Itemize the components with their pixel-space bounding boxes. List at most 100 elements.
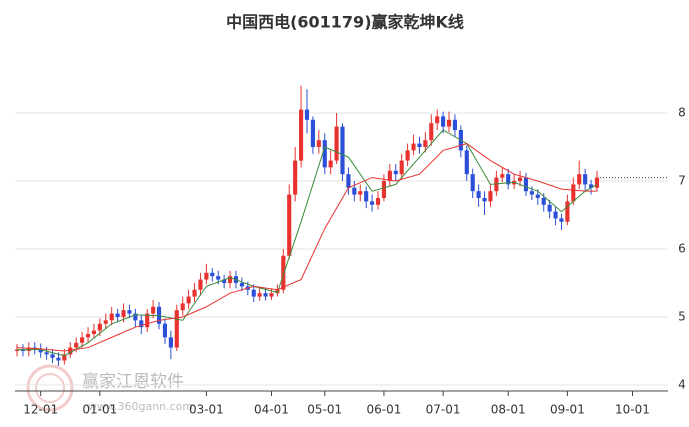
candle-body [263, 293, 268, 297]
candle-body [375, 197, 381, 205]
candle-body [529, 191, 534, 195]
watermark-text: 赢家江恩软件 [82, 372, 184, 392]
candle-body [121, 310, 126, 317]
candle-body [470, 174, 475, 192]
candle-body [340, 126, 345, 175]
x-tick-label: 09-01 [550, 403, 585, 417]
candle-body [227, 276, 233, 283]
x-tick-label: 07-01 [426, 403, 461, 417]
x-tick-label: 01-01 [82, 403, 117, 417]
candle-body [204, 272, 209, 280]
y-tick-label: 7 [678, 173, 686, 187]
candle-body [423, 140, 428, 147]
candle-body [239, 282, 244, 287]
candle-body [399, 160, 404, 175]
candle-body [50, 354, 55, 358]
x-tick-label: 05-01 [307, 403, 342, 417]
candle-body [139, 320, 144, 328]
candle-body [517, 177, 523, 181]
candle-body [364, 191, 369, 202]
candle-body [281, 255, 286, 290]
candle-body [269, 293, 274, 297]
chart-title: 中国西电(601179)赢家乾坤K线 [226, 13, 464, 32]
candle-body [523, 177, 529, 192]
candle-body [346, 174, 351, 188]
candle-body [91, 330, 97, 334]
candle-body [85, 333, 91, 338]
candle-body [80, 337, 85, 343]
candle-body [381, 180, 386, 198]
candle-body [115, 313, 120, 317]
candle-body [151, 306, 156, 314]
candle-body [393, 170, 398, 175]
x-tick-label: 06-01 [366, 403, 401, 417]
candle-body [446, 119, 452, 127]
candle-body [180, 303, 185, 311]
candle-body [38, 348, 43, 353]
candle-body [216, 276, 221, 280]
x-tick-label: 10-01 [615, 403, 650, 417]
watermark-logo [26, 364, 74, 412]
candle-body [535, 194, 540, 198]
candle-body [577, 174, 582, 185]
candle-body [103, 320, 108, 324]
candle-body [583, 174, 588, 185]
candle-body [387, 170, 392, 181]
candle-body [506, 174, 511, 185]
candle-body [547, 204, 552, 212]
candle-body [127, 310, 132, 314]
y-tick-label: 6 [678, 241, 686, 255]
candle-body [588, 184, 594, 188]
candle-body [109, 313, 114, 321]
candle-body [222, 279, 227, 283]
candle-body [257, 293, 262, 297]
candle-body [68, 347, 73, 355]
candle-body [358, 191, 363, 195]
candle-body [198, 279, 203, 290]
x-tick-label: 03-01 [189, 403, 224, 417]
candle-body [287, 194, 292, 256]
candle-body [334, 126, 339, 161]
candle-body [352, 187, 357, 195]
candle-body [316, 140, 321, 147]
moving-average-line [16, 143, 597, 352]
candle-body [174, 310, 179, 348]
x-tick-label: 08-01 [491, 403, 526, 417]
candle-body [482, 197, 487, 202]
candle-body [186, 296, 191, 304]
candle-body [441, 116, 446, 127]
candle-body [565, 201, 570, 222]
candle-body [192, 289, 197, 297]
candle-body [464, 150, 469, 175]
candle-body [304, 109, 310, 120]
candle-body [370, 201, 375, 205]
candle-body [293, 160, 298, 195]
candle-body [97, 323, 102, 331]
candle-body [322, 140, 327, 168]
candle-body [251, 289, 256, 297]
candle-body [488, 191, 493, 202]
candle-body [494, 177, 499, 192]
y-tick-label: 8 [678, 105, 686, 119]
candle-body [14, 349, 20, 351]
candle-body [559, 218, 564, 222]
candle-body [452, 119, 458, 130]
candle-body [44, 352, 49, 355]
candle-body [417, 143, 422, 147]
candle-body [20, 349, 25, 351]
x-tick-label: 12-01 [23, 403, 58, 417]
candle-body [168, 337, 173, 348]
candle-body [476, 191, 481, 198]
y-tick-label: 4 [678, 377, 686, 391]
candle-body [500, 174, 505, 178]
candle-body [553, 211, 558, 219]
candle-body [405, 150, 410, 161]
candle-body [162, 323, 168, 338]
candle-body [310, 119, 315, 147]
candle-body [435, 116, 440, 124]
watermark-url: www.360gann.com [88, 400, 193, 413]
candle-body [429, 123, 434, 141]
candle-body [62, 354, 67, 361]
candle-body [133, 313, 138, 321]
candle-body [210, 272, 215, 277]
